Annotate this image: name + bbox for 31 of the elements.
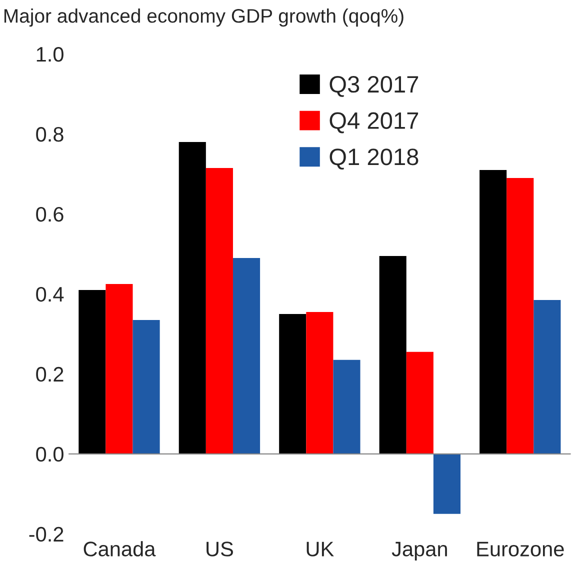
- y-tick-label: -0.2: [29, 526, 64, 542]
- bar: [506, 178, 534, 454]
- bar: [78, 290, 106, 454]
- bar: [406, 352, 434, 454]
- x-tick-label: Eurozone: [477, 542, 564, 556]
- bar: [480, 170, 507, 454]
- bar: [132, 320, 160, 454]
- y-tick-label: 1.0: [36, 46, 64, 62]
- x-tick-label: US: [206, 542, 233, 556]
- bar: [206, 168, 233, 454]
- bar: [433, 454, 460, 514]
- y-tick-label: 0.8: [36, 126, 64, 142]
- x-tick-label: Japan: [392, 542, 447, 561]
- y-tick-label: 0.2: [36, 366, 64, 382]
- bar: [379, 256, 406, 454]
- bar: [178, 142, 206, 454]
- bar: [232, 258, 260, 454]
- y-tick-label: 0.6: [36, 206, 64, 222]
- bar: [534, 300, 561, 454]
- bar: [106, 284, 133, 454]
- legend-label: Q4 2017: [330, 112, 418, 134]
- bar: [306, 312, 334, 454]
- x-tick-label: Canada: [84, 541, 156, 556]
- x-tick-label: UK: [306, 542, 334, 556]
- legend-label: Q3 2017: [330, 76, 418, 97]
- y-tick-label: 0.4: [36, 286, 64, 302]
- y-tick-label: 0.0: [36, 446, 64, 462]
- bar: [333, 360, 360, 454]
- chart-title: Major advanced economy GDP growth (qoq%): [4, 8, 404, 27]
- bar: [279, 314, 306, 454]
- legend-label: Q1 2018: [330, 148, 418, 170]
